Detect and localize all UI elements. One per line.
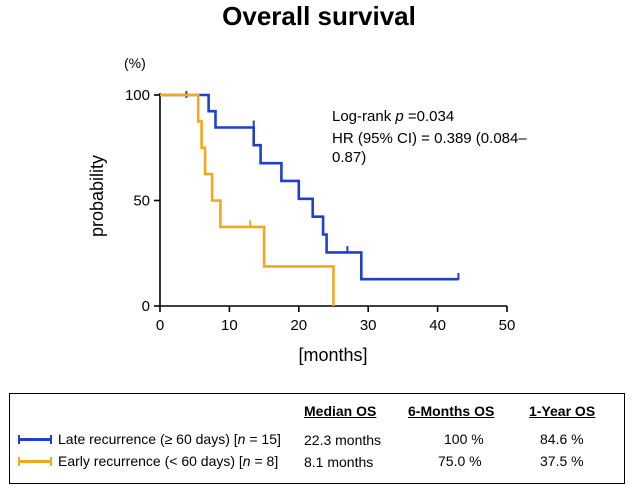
y-unit: (%) (124, 55, 146, 71)
x-tick-label-10: 10 (221, 317, 238, 334)
one-year-os-early: 37.5 % (540, 453, 584, 469)
x-tick-label-50: 50 (499, 317, 516, 334)
logrank-p: p (394, 108, 403, 125)
logrank-value: =0.034 (404, 108, 454, 125)
y-tick-label-0: 0 (142, 298, 150, 315)
legend-label-early: Early recurrence (< 60 days) [n = 8] (58, 453, 279, 469)
x-tick-label-40: 40 (429, 317, 446, 334)
header-6-months-os: 6-Months OS (408, 403, 495, 419)
legend-swatch-late (18, 435, 52, 444)
logrank-prefix: Log-rank (332, 108, 395, 125)
series-layer (160, 91, 460, 306)
median-os-early: 8.1 months (304, 454, 374, 470)
hr-annotation-line1: HR (95% CI) = 0.389 (0.084– (332, 130, 527, 147)
six-month-os-late: 100 % (444, 431, 484, 447)
x-tick-label-30: 30 (360, 317, 377, 334)
x-tick-label-20: 20 (290, 317, 307, 334)
chart-title: Overall survival (222, 1, 416, 31)
legend-swatch-early (18, 457, 52, 466)
header-median-os: Median OS (304, 403, 377, 419)
x-axis-label: [months] (298, 345, 367, 365)
y-axis-label: probability (87, 155, 107, 237)
series-line-1 (160, 93, 335, 306)
header-1-year-os: 1-Year OS (529, 403, 596, 419)
legend-label-late: Late recurrence (≥ 60 days) [n = 15] (58, 431, 281, 447)
one-year-os-late: 84.6 % (540, 431, 584, 447)
axes: 0 10 20 30 40 50 0 50 100 (125, 87, 515, 334)
series-line-0 (160, 93, 459, 281)
six-month-os-early: 75.0 % (438, 453, 482, 469)
hr-annotation-line2: 0.87) (332, 149, 366, 166)
survival-chart: Overall survival (%) probability [months… (87, 1, 527, 365)
x-tick-label-0: 0 (156, 317, 164, 334)
y-tick-label-50: 50 (133, 193, 150, 210)
y-tick-label-100: 100 (125, 87, 150, 104)
logrank-annotation: Log-rank p =0.034 (332, 108, 454, 125)
median-os-late: 22.3 months (304, 432, 382, 448)
legend-table: Median OS 6-Months OS 1-Year OS Late rec… (9, 393, 625, 484)
